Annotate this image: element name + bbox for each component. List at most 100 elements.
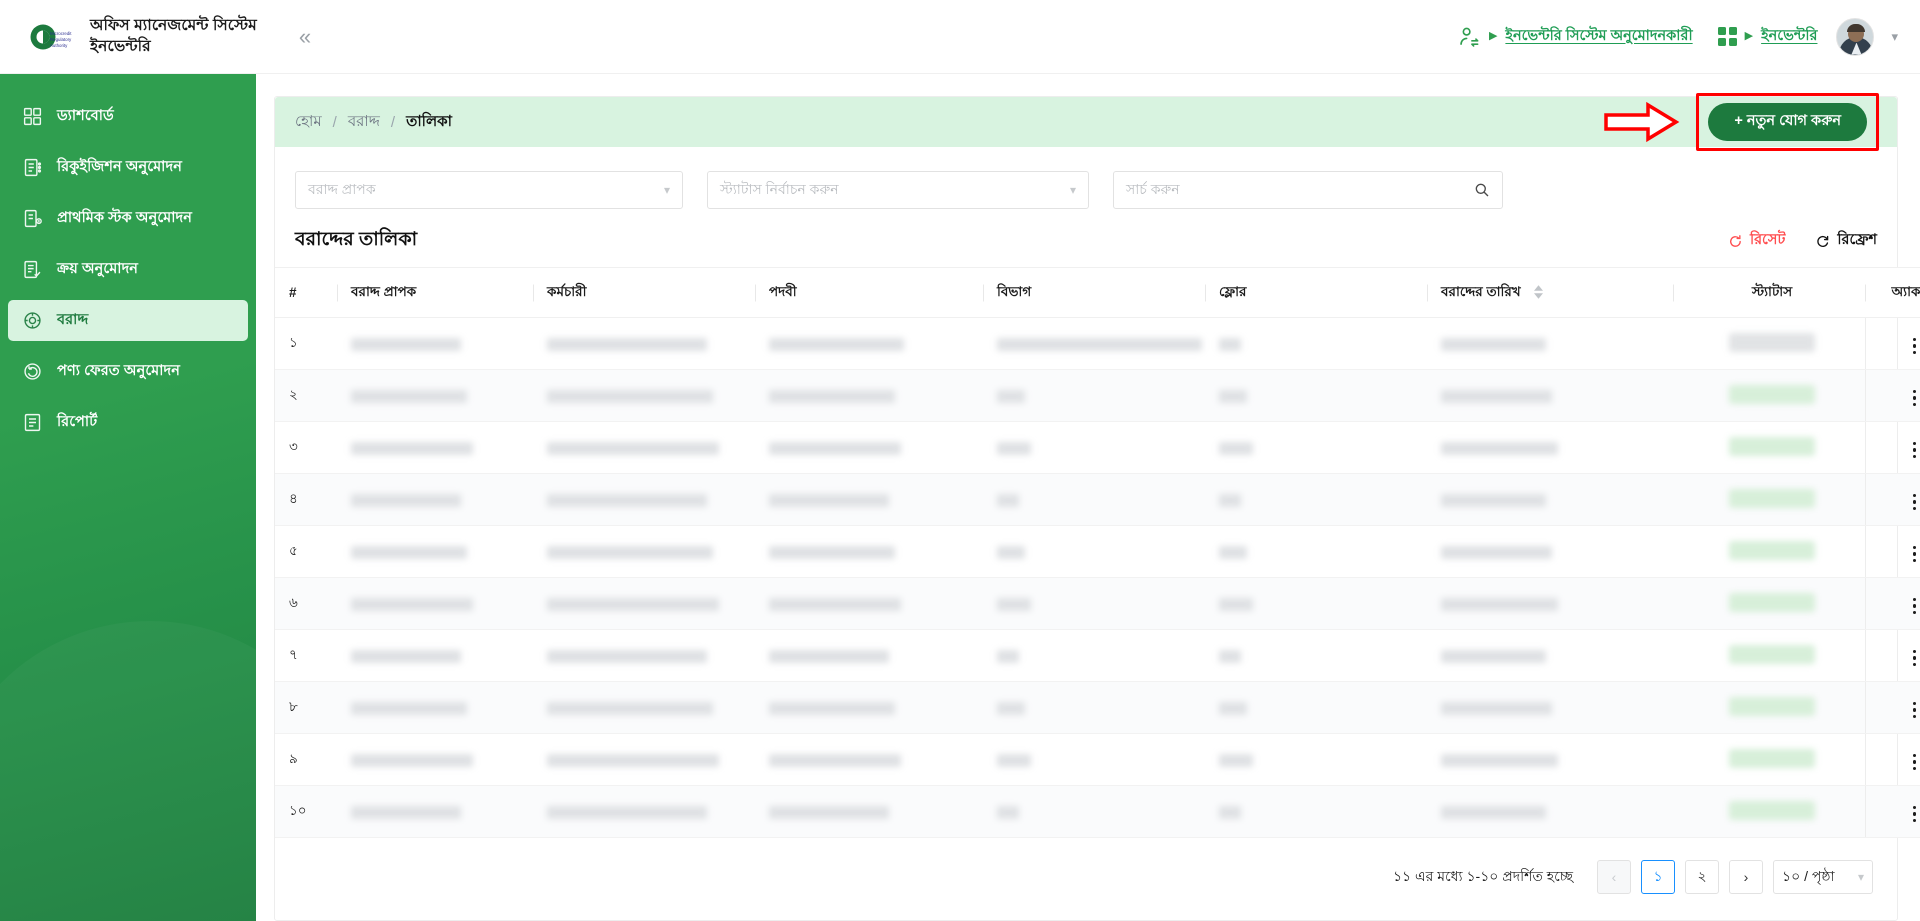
redacted-value [997,389,1025,403]
kebab-menu-icon[interactable] [1903,750,1920,775]
table-row[interactable]: ৯ [275,733,1920,786]
redacted-value [1219,545,1247,559]
redacted-value [769,493,889,507]
cell-department [983,369,1205,422]
cell-num: ৯ [275,733,337,786]
chevron-down-icon[interactable]: ▾ [1891,28,1898,44]
redacted-value [1219,389,1247,403]
kebab-menu-icon[interactable] [1903,438,1920,463]
sidebar-item-label: ক্রয় অনুমোদন [57,260,139,277]
cell-action [1864,369,1920,422]
app-title: অফিস ম্যানেজমেন্ট সিস্টেম ইনভেন্টরি [90,16,257,57]
cell-designation [755,421,983,474]
status-badge [1728,436,1815,456]
redacted-value [1219,649,1241,663]
pagination-page-2[interactable]: ২ [1685,860,1719,894]
chevron-double-left-icon[interactable]: « [298,23,311,49]
cell-floor [1205,369,1427,422]
kebab-menu-icon[interactable] [1903,490,1920,515]
table-row[interactable]: ১০ [275,785,1920,838]
header-right: ▶ ইনভেন্টরি সিস্টেম অনুমোদনকারী ▶ ইনভেন্… [1458,17,1898,56]
cell-date [1427,317,1673,370]
sidebar: ড্যাশবোর্ড রিকুইজিশন অনুমোদন প্রাথমিক স্… [0,74,256,921]
table-row[interactable]: ২ [275,369,1920,422]
table-row[interactable]: ৩ [275,421,1920,474]
table-row[interactable]: ৮ [275,681,1920,734]
add-new-button[interactable]: + নতুন যোগ করুন [1708,103,1867,141]
kebab-menu-icon[interactable] [1903,386,1920,411]
status-badge [1728,332,1815,352]
cell-action [1864,317,1920,370]
table-row[interactable]: ৪ [275,473,1920,526]
breadcrumb-separator: / [390,113,396,131]
redacted-value [1219,441,1253,455]
sidebar-item-product-return-approval[interactable]: পণ্য ফেরত অনুমোদন [8,351,248,392]
role-switcher[interactable]: ▶ ইনভেন্টরি সিস্টেম অনুমোদনকারী [1458,25,1693,49]
requisition-doc-icon [24,158,42,177]
kebab-menu-icon[interactable] [1903,334,1920,359]
pagination-prev-button[interactable]: ‹ [1597,860,1631,894]
search-icon[interactable] [1474,182,1490,198]
chevron-down-icon: ▾ [663,183,670,197]
redacted-value [997,753,1031,767]
redacted-value [769,805,889,819]
body: ড্যাশবোর্ড রিকুইজিশন অনুমোদন প্রাথমিক স্… [0,74,1920,921]
search-input[interactable]: সার্চ করুন [1113,171,1503,209]
cell-recipient [337,681,533,734]
sidebar-item-initial-stock-approval[interactable]: প্রাথমিক স্টক অনুমোদন [8,198,248,239]
search-input-placeholder: সার্চ করুন [1126,181,1180,197]
kebab-menu-icon[interactable] [1903,542,1920,567]
breadcrumb-item-home[interactable]: হোম [295,112,322,130]
sidebar-item-dashboard[interactable]: ড্যাশবোর্ড [8,96,248,137]
reset-button[interactable]: রিসেট [1728,229,1785,253]
refresh-button[interactable]: রিফ্রেশ [1815,229,1877,253]
redacted-value [351,545,467,559]
table-header: # বরাদ্দ প্রাপক কর্মচারী পদবী বিভাগ ফ্লো… [275,267,1920,318]
cell-department [983,577,1205,630]
redacted-value [1219,805,1241,819]
redacted-value [1441,493,1546,507]
breadcrumb-bar: হোম / বরাদ্দ / তালিকা + নতুন যোগ করুন [275,93,1897,151]
table-row[interactable]: ৭ [275,629,1920,682]
cell-date [1427,525,1673,578]
table-row[interactable]: ৬ [275,577,1920,630]
status-badge [1728,748,1815,768]
column-header-designation: পদবী [755,267,983,318]
cell-employee [533,473,755,526]
table-row[interactable]: ৫ [275,525,1920,578]
kebab-menu-icon[interactable] [1903,802,1920,827]
redacted-value [547,597,719,611]
recipient-select[interactable]: বরাদ্দ প্রাপক ▾ [295,171,683,209]
pagination-next-button[interactable]: › [1729,860,1763,894]
kebab-menu-icon[interactable] [1903,594,1920,619]
page-size-select[interactable]: ১০ / পৃষ্ঠা ▾ [1773,860,1873,894]
breadcrumb-item-allocation[interactable]: বরাদ্দ [347,112,380,130]
cell-employee [533,629,755,682]
table-row[interactable]: ১ [275,317,1920,370]
status-badge [1728,540,1815,560]
allocation-icon [24,312,41,329]
sort-updown-icon[interactable] [1534,285,1544,300]
module-switcher[interactable]: ▶ ইনভেন্টরি [1704,25,1818,49]
avatar[interactable] [1836,17,1875,56]
sidebar-item-report[interactable]: রিপোর্ট [8,402,248,443]
status-badge [1728,488,1815,508]
sidebar-item-allocation[interactable]: বরাদ্দ [8,300,248,341]
column-header-date[interactable]: বরাদ্দের তারিখ [1427,267,1673,318]
dashboard-grid-icon [23,107,42,126]
redacted-value [1441,597,1558,611]
cell-date [1427,681,1673,734]
module-label[interactable]: ইনভেন্টরি [1761,27,1818,44]
sidebar-item-purchase-approval[interactable]: ক্রয় অনুমোদন [8,249,248,290]
kebab-menu-icon[interactable] [1903,698,1920,723]
status-select[interactable]: স্ট্যাটাস নির্বাচন করুন ▾ [707,171,1089,209]
kebab-menu-icon[interactable] [1903,646,1920,671]
redacted-value [997,337,1202,351]
role-label[interactable]: ইনভেন্টরি সিস্টেম অনুমোদনকারী [1505,27,1693,44]
sidebar-item-requisition-approval[interactable]: রিকুইজিশন অনুমোদন [8,147,248,188]
pagination-page-1[interactable]: ১ [1641,860,1675,894]
cell-designation [755,369,983,422]
breadcrumb-actions: + নতুন যোগ করুন [1602,93,1879,151]
cell-status [1673,681,1865,734]
cell-date [1427,785,1673,838]
